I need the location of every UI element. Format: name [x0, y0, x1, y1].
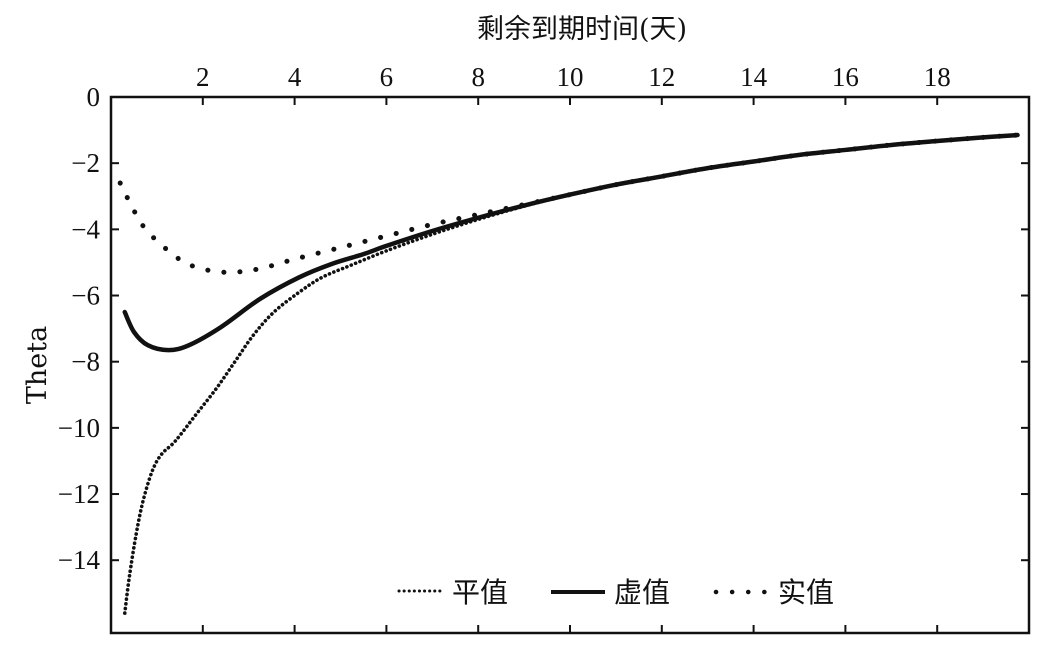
x-tick-label: 14: [740, 62, 768, 92]
legend: 平值 虚值 实值: [397, 576, 834, 609]
y-tick-label: 0: [87, 82, 101, 112]
legend-item-otm: 虚值: [551, 576, 670, 609]
x-tick-label: 10: [557, 62, 584, 92]
y-axis-title: Theta: [22, 326, 53, 404]
legend-item-atm: 平值: [397, 576, 508, 609]
series-itm: [117, 132, 1021, 275]
y-tick-label: −6: [71, 281, 100, 311]
x-tick-label: 8: [471, 62, 485, 92]
x-axis-title: 剩余到期时间(天): [477, 14, 687, 45]
legend-label: 平值: [452, 576, 508, 609]
legend-label: 实值: [778, 576, 834, 609]
y-tick-label: −4: [71, 214, 100, 244]
x-tick-label: 6: [380, 62, 394, 92]
y-tick-label: −2: [71, 148, 100, 178]
series-layer: [117, 132, 1021, 615]
legend-item-itm: 实值: [713, 576, 834, 609]
y-tick-label: −14: [58, 545, 101, 575]
x-axis-ticks: 2 4 6 8 10 12 14 16 18: [196, 62, 951, 633]
x-tick-label: 16: [832, 62, 859, 92]
y-tick-label: −8: [71, 347, 100, 377]
y-tick-label: −12: [58, 479, 100, 509]
plot-frame: [109, 95, 1031, 635]
y-tick-label: −10: [58, 413, 100, 443]
x-tick-label: 12: [648, 62, 675, 92]
series-otm: [122, 132, 1020, 353]
x-tick-label: 2: [196, 62, 210, 92]
x-tick-label: 4: [288, 62, 302, 92]
x-tick-label: 18: [924, 62, 951, 92]
series-atm: [122, 133, 1020, 615]
y-axis-ticks: 0 −2 −4 −6 −8 −10 −12 −14: [58, 82, 1029, 575]
legend-label: 虚值: [614, 576, 670, 609]
